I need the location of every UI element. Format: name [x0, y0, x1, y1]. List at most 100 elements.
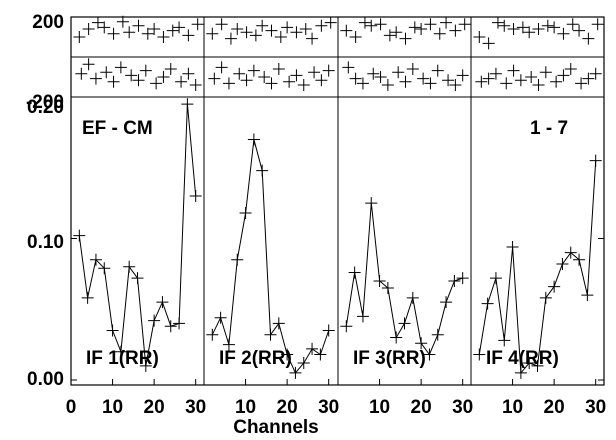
- phase-point: [514, 74, 527, 87]
- phase-point: [157, 71, 170, 83]
- phase-point: [390, 26, 403, 39]
- phase-point: [507, 23, 520, 35]
- phase-point: [281, 21, 294, 34]
- panel-2: [206, 16, 337, 379]
- phase-point: [173, 21, 186, 34]
- amp-y-tick-label-020: 0.20: [27, 97, 64, 118]
- amplitude-point: [539, 291, 552, 304]
- phase-point: [566, 18, 579, 31]
- amplitude-point: [289, 366, 302, 379]
- amplitude-point: [189, 190, 202, 203]
- amplitude-point: [531, 359, 544, 372]
- phase-point: [548, 21, 561, 34]
- phase-point: [557, 27, 570, 40]
- phase-point: [440, 16, 453, 29]
- amplitude-point: [365, 197, 378, 210]
- corner-label-left: EF - CM: [82, 118, 153, 139]
- phase-point: [233, 67, 246, 80]
- phase-point: [182, 29, 195, 42]
- phase-point: [507, 64, 520, 77]
- phase-point: [139, 64, 152, 77]
- phase-point: [206, 27, 219, 40]
- phase-point: [383, 29, 396, 42]
- phase-point: [500, 77, 513, 90]
- phase-point: [249, 29, 262, 42]
- phase-point: [358, 16, 371, 29]
- phase-point: [324, 16, 337, 29]
- x-tick-label: 20: [544, 397, 565, 418]
- phase-point: [322, 64, 335, 77]
- amplitude-point: [306, 342, 319, 355]
- amplitude-point: [148, 314, 161, 327]
- phase-point: [532, 79, 545, 91]
- amplitude-point: [156, 296, 169, 309]
- phase-point: [189, 79, 202, 91]
- amplitude-point: [390, 331, 403, 344]
- phase-point: [315, 19, 328, 32]
- amplitude-point: [247, 133, 260, 146]
- amplitude-point: [98, 262, 111, 275]
- phase-point: [523, 26, 536, 39]
- x-tick-label: 20: [411, 397, 432, 418]
- amplitude-point: [423, 348, 436, 361]
- x-tick-label: 10: [369, 397, 390, 418]
- amplitude-point: [589, 154, 602, 167]
- phase-point: [431, 64, 444, 77]
- phase-point: [539, 66, 552, 79]
- amplitude-point: [81, 291, 94, 304]
- x-tick-label: 10: [502, 397, 523, 418]
- phase-point: [290, 69, 303, 82]
- amplitude-point: [264, 328, 277, 341]
- panel-4: [473, 16, 604, 379]
- phase-point: [550, 75, 563, 88]
- amplitude-point: [173, 317, 186, 330]
- phase-point: [114, 61, 127, 74]
- panel-label-3: IF 3(RR): [353, 348, 426, 369]
- amplitude-point: [481, 297, 494, 310]
- phase-point: [449, 79, 462, 91]
- phase-point: [489, 67, 502, 80]
- phase-point: [482, 72, 495, 85]
- phase-point: [82, 23, 95, 35]
- phase-point: [342, 61, 355, 74]
- phase-point: [75, 67, 88, 80]
- amplitude-point: [89, 253, 102, 266]
- phase-point: [182, 67, 195, 80]
- phase-point: [265, 77, 278, 90]
- phase-point: [148, 23, 161, 35]
- phase-point: [424, 77, 437, 90]
- phase-point: [224, 32, 237, 45]
- phase-point: [349, 31, 362, 43]
- phase-point: [306, 32, 319, 45]
- x-tick-label: 30: [318, 397, 339, 418]
- amplitude-point: [131, 272, 144, 285]
- amplitude-line: [345, 203, 463, 356]
- phase-point: [91, 16, 104, 29]
- amplitude-point: [340, 320, 353, 333]
- phase-point: [107, 75, 120, 88]
- amplitude-point: [73, 229, 86, 242]
- x-tick-label: 30: [585, 397, 606, 418]
- phase-point: [392, 66, 405, 79]
- phase-y-tick-label-bottom: -200: [26, 92, 64, 113]
- amplitude-point: [322, 324, 335, 337]
- amplitude-line: [478, 160, 597, 375]
- phase-point: [582, 72, 595, 85]
- phase-point: [532, 23, 545, 35]
- phase-point: [82, 58, 95, 71]
- phase-point: [231, 23, 244, 35]
- phase-point: [406, 63, 419, 75]
- amplitude-point: [348, 266, 361, 279]
- phase-point: [164, 63, 177, 75]
- amplitude-point: [431, 328, 444, 341]
- phase-point: [107, 27, 120, 40]
- phase-point: [256, 19, 269, 32]
- amplitude-point: [106, 324, 119, 337]
- phase-point: [73, 31, 86, 43]
- amplitude-point: [456, 272, 469, 285]
- phase-point: [116, 15, 129, 28]
- phase-point: [417, 72, 430, 85]
- amplitude-point: [373, 274, 386, 287]
- amplitude-point: [489, 272, 502, 285]
- amplitude-point: [114, 345, 127, 358]
